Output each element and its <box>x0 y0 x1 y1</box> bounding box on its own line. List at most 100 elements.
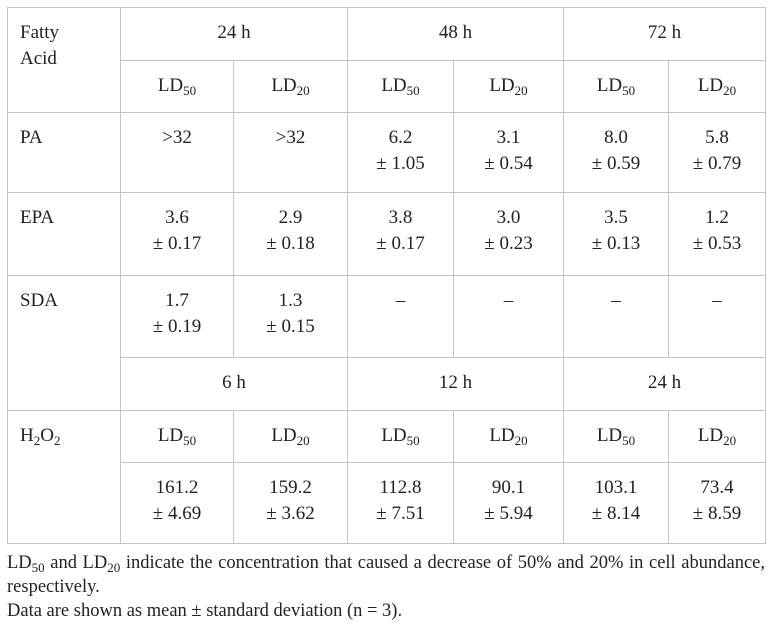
measure-header: LD20 <box>668 60 766 113</box>
corner-header: Fatty Acid <box>7 7 121 113</box>
text-line: 3.1 <box>496 127 521 148</box>
text-line: ± 0.23 <box>484 233 533 254</box>
text: 24 h <box>217 22 251 43</box>
text-line: ± 8.14 <box>591 503 641 524</box>
footnotes: LD50 and LD20 indicate the concentration… <box>7 551 765 623</box>
measure-header: LD50 <box>347 410 454 463</box>
text: 24 h <box>647 372 682 393</box>
text: PA <box>20 127 43 148</box>
row-name: PA <box>7 112 121 193</box>
text-line: ± 1.05 <box>376 153 425 174</box>
value-cell: – <box>668 275 766 358</box>
text: Fatty Acid <box>20 22 60 69</box>
text: LD <box>7 553 32 573</box>
text: EPA <box>20 207 55 228</box>
text: LD <box>489 425 515 446</box>
row-name: SDA <box>7 275 121 411</box>
time-header: 24 h <box>120 7 348 61</box>
value-cell: 103.1 ± 8.14 <box>563 462 669 544</box>
value-cell: 5.8 ± 0.79 <box>668 112 766 193</box>
text-line: ± 0.18 <box>266 233 315 254</box>
table-wrap: Fatty Acid 24 h 48 h 72 h LD50 LD20 LD50 LD20 LD… <box>7 7 766 544</box>
table-row: 161.2 ± 4.69 159.2 ± 3.62 112.8 ± 7.51 90.1 ± 5… <box>8 462 766 544</box>
text-line: ± 0.17 <box>376 233 425 254</box>
subscript: 20 <box>296 83 310 98</box>
time-header: 6 h <box>120 357 348 411</box>
value-cell: 3.1 ± 0.54 <box>453 112 564 193</box>
text: SDA <box>20 290 59 311</box>
text-line: 3.6 <box>165 207 189 228</box>
text-line: ± 7.51 <box>376 503 425 524</box>
subscript: 20 <box>723 83 737 98</box>
value-cell: 3.5 ± 0.13 <box>563 192 669 276</box>
text-line: >32 <box>275 127 306 148</box>
value-cell: 73.4 ± 8.59 <box>668 462 766 544</box>
value-cell: – <box>347 275 454 358</box>
text-line: ± 0.79 <box>692 153 742 174</box>
text: LD <box>596 75 623 96</box>
subscript: 20 <box>296 433 310 448</box>
subscript: 50 <box>622 83 636 98</box>
text-line: 2.9 <box>278 207 303 228</box>
text-line: 159.2 <box>269 477 312 498</box>
value-cell: 159.2 ± 3.62 <box>233 462 348 544</box>
text-line: 90.1 <box>491 477 526 498</box>
subscript: 20 <box>107 560 121 575</box>
text: LD <box>596 425 623 446</box>
subscript: 50 <box>406 83 420 98</box>
text: 6 h <box>222 372 246 393</box>
time-header: 24 h <box>563 357 766 411</box>
text-line: 112.8 <box>379 477 422 498</box>
subscript: 50 <box>183 433 197 448</box>
value-cell: 1.2 ± 0.53 <box>668 192 766 276</box>
measure-header: LD20 <box>233 410 348 463</box>
subscript: 50 <box>406 433 420 448</box>
table-row: EPA 3.6 ± 0.17 2.9 ± 0.18 3.8 ± 0.17 3.0 ± 0.23 3… <box>7 192 766 276</box>
value-cell: >32 <box>120 112 234 193</box>
text-line: 103.1 <box>594 477 638 498</box>
text-line: ± 0.54 <box>484 153 533 174</box>
measure-header: LD50 <box>120 60 234 113</box>
time-header: 72 h <box>563 7 766 61</box>
text-line: ± 0.17 <box>152 233 202 254</box>
table-row: LD50 LD20 LD50 LD20 LD50 LD20 <box>8 60 766 113</box>
table-row: 6 h 12 h 24 h <box>8 357 766 411</box>
measure-header: LD20 <box>233 60 348 113</box>
text-line: ± 0.53 <box>692 233 742 254</box>
text-line: 8.0 <box>604 127 628 148</box>
text-line: 3.0 <box>496 207 521 228</box>
text-line: ± 0.19 <box>152 316 202 337</box>
text-line: >32 <box>162 127 192 148</box>
text-line: 73.4 <box>700 477 734 498</box>
subscript: 20 <box>514 433 528 448</box>
text: LD <box>271 425 297 446</box>
text: 12 h <box>438 372 473 393</box>
text-line: 1.3 <box>278 290 303 311</box>
measure-header: LD50 <box>563 60 669 113</box>
value-cell: 3.8 ± 0.17 <box>347 192 454 276</box>
measure-header: LD20 <box>668 410 766 463</box>
footnote: LD50 and LD20 indicate the concentration… <box>7 551 765 599</box>
text-line: 3.8 <box>388 207 413 228</box>
text-line: – <box>503 290 514 311</box>
measure-header: LD50 <box>347 60 454 113</box>
value-cell: 112.8 ± 7.51 <box>347 462 454 544</box>
text-line: ± 4.69 <box>152 503 202 524</box>
text: LD <box>271 75 297 96</box>
subscript: 50 <box>31 560 45 575</box>
text: H <box>20 425 34 446</box>
footnote: Data are shown as mean ± standard deviat… <box>7 599 765 623</box>
text-line: ± 0.59 <box>591 153 641 174</box>
measure-header: LD50 <box>563 410 669 463</box>
subscript: 2 <box>33 433 41 448</box>
value-cell: 3.0 ± 0.23 <box>453 192 564 276</box>
text-line: – <box>395 290 406 311</box>
text-line: 1.2 <box>705 207 729 228</box>
text: 72 h <box>647 22 682 43</box>
measure-header: LD50 <box>120 410 234 463</box>
text-line: 6.2 <box>388 127 413 148</box>
text: LD <box>697 75 724 96</box>
text: indicate the concentration that caused a… <box>7 553 766 597</box>
text: LD <box>697 425 724 446</box>
